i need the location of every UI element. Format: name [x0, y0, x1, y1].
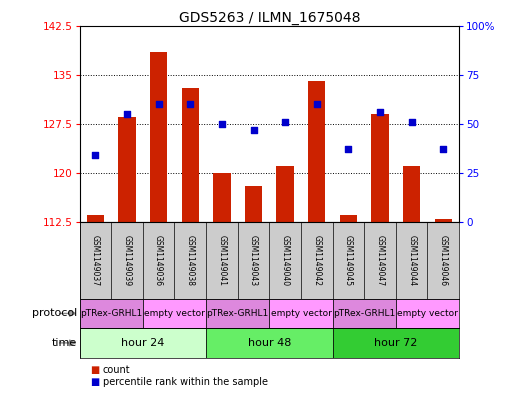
Bar: [269, 299, 332, 328]
Text: hour 48: hour 48: [248, 338, 291, 348]
Text: protocol: protocol: [32, 309, 77, 318]
Text: count: count: [103, 365, 130, 375]
Bar: [80, 299, 143, 328]
Text: hour 72: hour 72: [374, 338, 418, 348]
Point: [439, 146, 447, 152]
Bar: [435, 219, 452, 222]
Text: pTRex-GRHL1: pTRex-GRHL1: [207, 309, 269, 318]
Point: [218, 121, 226, 127]
Bar: [80, 328, 206, 358]
Bar: [332, 328, 459, 358]
Point: [249, 127, 258, 133]
Text: GSM1149046: GSM1149046: [439, 235, 448, 286]
Point: [154, 101, 163, 107]
Text: ■: ■: [90, 365, 99, 375]
Text: percentile rank within the sample: percentile rank within the sample: [103, 377, 268, 387]
Text: GSM1149044: GSM1149044: [407, 235, 416, 286]
Bar: [340, 215, 357, 222]
Point: [281, 119, 289, 125]
Text: ■: ■: [90, 377, 99, 387]
Text: pTRex-GRHL1: pTRex-GRHL1: [80, 309, 142, 318]
Point: [312, 101, 321, 107]
Point: [407, 119, 416, 125]
Point: [123, 111, 131, 117]
Title: GDS5263 / ILMN_1675048: GDS5263 / ILMN_1675048: [179, 11, 360, 24]
Bar: [277, 166, 294, 222]
Text: GSM1149042: GSM1149042: [312, 235, 321, 286]
Bar: [119, 117, 135, 222]
Bar: [371, 114, 389, 222]
Bar: [332, 299, 396, 328]
Point: [91, 152, 100, 158]
Text: GSM1149038: GSM1149038: [186, 235, 195, 286]
Point: [186, 101, 194, 107]
Text: GSM1149040: GSM1149040: [281, 235, 290, 286]
Bar: [206, 299, 269, 328]
Bar: [245, 186, 262, 222]
Bar: [87, 215, 104, 222]
Text: GSM1149039: GSM1149039: [123, 235, 131, 286]
Text: GSM1149037: GSM1149037: [91, 235, 100, 286]
Bar: [403, 166, 420, 222]
Text: GSM1149041: GSM1149041: [218, 235, 226, 286]
Text: hour 24: hour 24: [121, 338, 165, 348]
Text: empty vector: empty vector: [397, 309, 458, 318]
Text: GSM1149047: GSM1149047: [376, 235, 385, 286]
Bar: [206, 328, 332, 358]
Bar: [182, 88, 199, 222]
Text: empty vector: empty vector: [270, 309, 331, 318]
Text: time: time: [52, 338, 77, 348]
Bar: [308, 81, 325, 222]
Text: GSM1149045: GSM1149045: [344, 235, 353, 286]
Text: pTRex-GRHL1: pTRex-GRHL1: [333, 309, 396, 318]
Bar: [143, 299, 206, 328]
Bar: [396, 299, 459, 328]
Bar: [150, 52, 167, 222]
Bar: [213, 173, 230, 222]
Text: GSM1149043: GSM1149043: [249, 235, 258, 286]
Text: empty vector: empty vector: [144, 309, 205, 318]
Point: [376, 109, 384, 115]
Text: GSM1149036: GSM1149036: [154, 235, 163, 286]
Point: [344, 146, 352, 152]
